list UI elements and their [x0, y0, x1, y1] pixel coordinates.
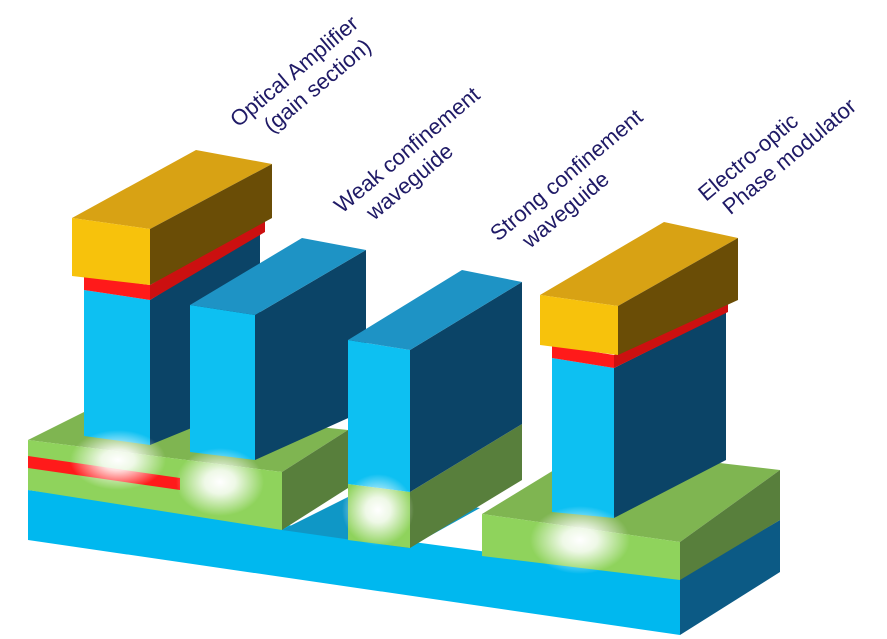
weak-ridge-top: [190, 238, 366, 315]
modulator-ridge-side: [614, 312, 726, 518]
label-optical-amplifier: Optical Amplifier (gain section): [225, 11, 376, 138]
modulator-red-front: [552, 345, 614, 368]
left-cladding-side: [282, 430, 348, 530]
gain-red-front: [84, 276, 150, 300]
mode-glow-strong: [342, 474, 414, 546]
optical-modes: [70, 430, 630, 574]
gold-contact-side: [150, 164, 272, 285]
gain-red-side: [150, 218, 265, 300]
right-cladding-side: [680, 470, 780, 580]
label-electro-optic: Electro-optic Phase modulator: [693, 93, 861, 219]
gain-ridge-front: [84, 290, 150, 445]
modulator-gold-top: [540, 222, 738, 306]
label-weak-confinement: Weak confinement waveguide: [329, 82, 484, 226]
substrate-right-side: [680, 520, 780, 635]
modulator-gold-side: [618, 238, 738, 355]
modulator-ridge-front: [552, 358, 614, 518]
weak-ridge: [190, 238, 366, 460]
strong-ridge-side: [410, 282, 522, 492]
weak-ridge-side: [255, 250, 366, 460]
strong-ridge: [348, 270, 522, 492]
gold-contact-top: [72, 150, 272, 229]
strong-slab-side: [410, 424, 522, 548]
weak-ridge-front: [190, 305, 255, 460]
strong-ridge-top: [348, 270, 522, 350]
strong-ridge-front: [348, 340, 410, 492]
mode-glow-weak: [176, 448, 264, 516]
mode-glow-gain: [70, 430, 166, 490]
mode-glow-modulator: [530, 506, 630, 574]
substrate-front: [28, 490, 680, 635]
gold-contact-front: [72, 218, 150, 285]
modulator-ridge: [540, 222, 738, 518]
modulator-gold-front: [540, 295, 618, 355]
